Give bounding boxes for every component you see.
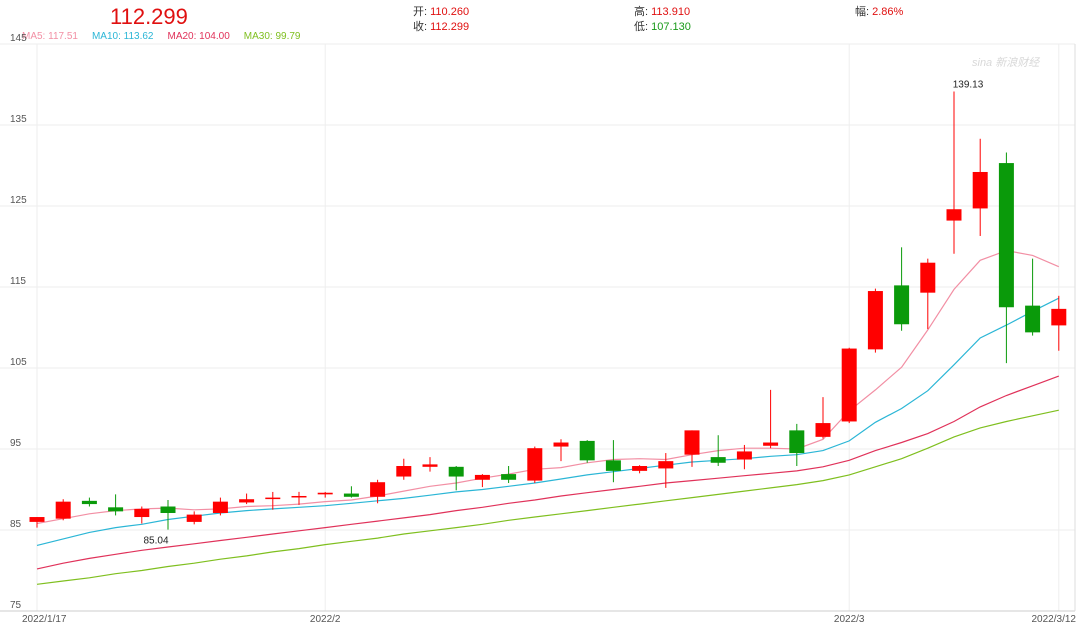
ma-line-ma20: [36, 375, 1060, 570]
candle-body: [920, 262, 936, 293]
high-annotation: 139.13: [953, 80, 984, 91]
candle-body: [998, 163, 1014, 308]
candle-body: [108, 507, 124, 512]
x-tick-label: 2022/3: [834, 614, 865, 624]
y-tick-label: 75: [10, 600, 22, 611]
candle-body: [212, 501, 228, 513]
ma-line-ma10: [36, 297, 1060, 546]
candle-body: [474, 474, 490, 480]
y-tick-label: 135: [10, 114, 27, 125]
candle-body: [160, 506, 176, 513]
candle-body: [841, 348, 857, 422]
candle-body: [632, 466, 648, 471]
high-value: 113.910: [651, 6, 691, 18]
current-price: 112.299: [110, 4, 188, 29]
ma-legend-item: MA30: 99.79: [243, 31, 301, 42]
candle-body: [763, 442, 779, 446]
close-label: 收:: [413, 21, 428, 33]
candle-body: [134, 508, 150, 518]
candle-body: [239, 499, 255, 503]
candle-body: [710, 457, 726, 463]
x-tick-label: 2022/1/17: [22, 614, 67, 624]
ma-line-ma30: [36, 409, 1059, 585]
ma-legend-item: MA10: 113.62: [91, 31, 154, 42]
candle-body: [946, 209, 962, 221]
open-label: 开:: [413, 6, 428, 18]
change-stat: 幅: 2.86%: [855, 3, 903, 19]
open-value: 110.260: [430, 6, 470, 18]
y-tick-label: 145: [10, 33, 27, 44]
candle-body: [422, 464, 438, 467]
close-value: 112.299: [430, 21, 470, 33]
ma-legend: MA5: 117.51 MA10: 113.62 MA20: 104.00 MA30:…: [22, 31, 314, 42]
candle-body: [553, 442, 569, 447]
ma-legend-item: MA5: 117.51: [22, 31, 78, 42]
low-value: 107.130: [651, 21, 691, 33]
candle-body: [815, 423, 831, 437]
candle-body: [448, 466, 464, 477]
change-label: 幅:: [855, 6, 870, 18]
candle-body: [1025, 305, 1041, 333]
candle-body: [789, 430, 805, 454]
candle-body: [81, 500, 97, 505]
y-tick-label: 105: [10, 357, 27, 368]
candle-body: [867, 291, 883, 350]
candle-body: [736, 451, 752, 460]
x-tick-label: 2022/2: [310, 614, 341, 624]
low-annotation: 85.04: [143, 536, 168, 547]
candle-body: [684, 430, 700, 455]
candle-body: [658, 461, 674, 469]
ma-legend-item: MA20: 104.00: [167, 31, 230, 42]
candle-body: [527, 448, 543, 481]
candle-body: [605, 460, 621, 471]
low-label: 低:: [634, 21, 649, 33]
candle-body: [972, 171, 988, 209]
candle-body: [291, 495, 307, 498]
y-tick-label: 85: [10, 519, 22, 530]
candle-body: [317, 492, 333, 495]
candle-body: [579, 440, 595, 461]
x-tick-label: 2022/3/12: [1032, 614, 1077, 624]
candle-body: [1051, 308, 1067, 326]
candle-body: [265, 497, 281, 500]
high-stat: 高: 113.910: [634, 3, 690, 19]
candle-body: [343, 493, 359, 497]
y-tick-label: 95: [10, 438, 22, 449]
candle-body: [55, 501, 71, 519]
high-label: 高:: [634, 6, 649, 18]
y-tick-label: 125: [10, 195, 27, 206]
ma-line-ma5: [36, 249, 1060, 525]
y-tick-label: 115: [10, 276, 26, 287]
low-stat: 低: 107.130: [634, 18, 691, 34]
quote-header: 112.299 开: 110.260 收: 112.299 高: 113.910…: [0, 0, 1080, 44]
candle-body: [186, 514, 202, 522]
candle-body: [501, 474, 517, 480]
close-stat: 收: 112.299: [413, 18, 469, 34]
candle-body: [29, 517, 45, 522]
candle-body: [894, 285, 910, 325]
sina-finance-watermark: sina 新浪财经: [972, 57, 1040, 69]
change-value: 2.86%: [872, 6, 904, 18]
candle-body: [396, 466, 412, 477]
candle-body: [370, 482, 386, 497]
open-stat: 开: 110.260: [413, 3, 469, 19]
